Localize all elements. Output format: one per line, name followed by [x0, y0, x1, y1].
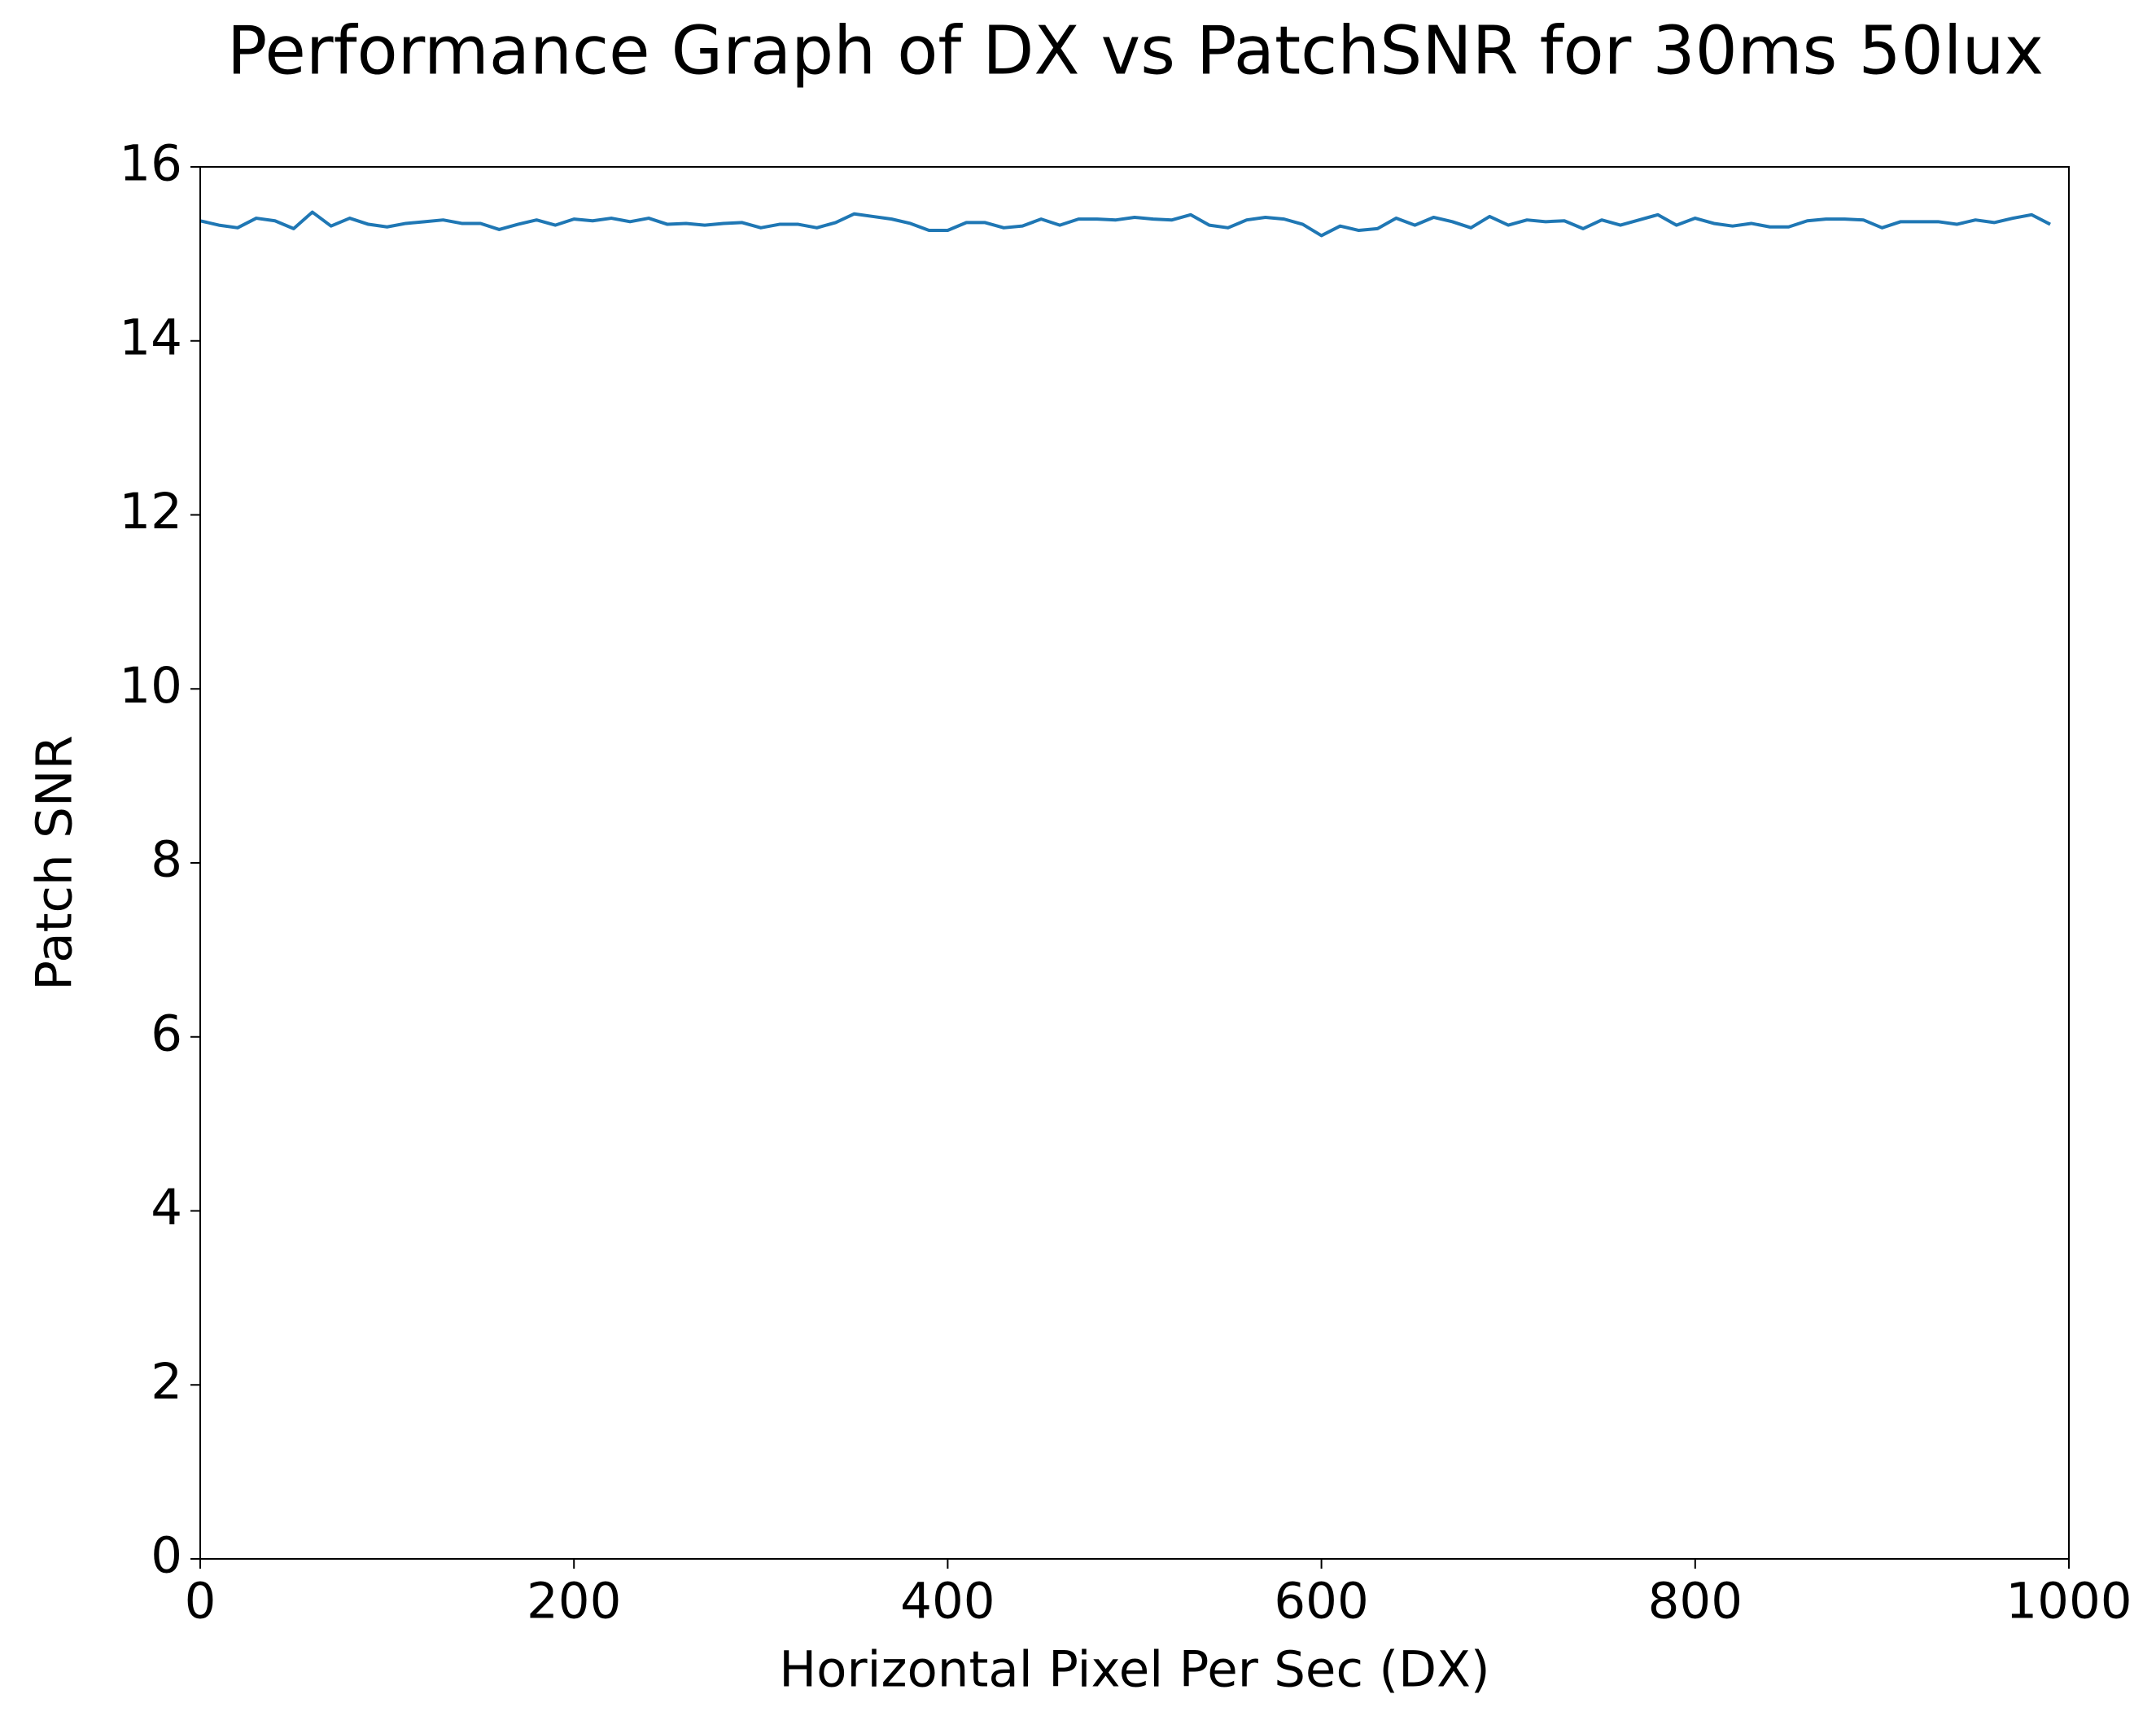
y-tick-label: 4 [151, 1179, 182, 1237]
y-tick-label: 10 [119, 657, 182, 715]
chart-title: Performance Graph of DX vs PatchSNR for … [227, 12, 2044, 90]
x-tick-label: 1000 [2005, 1573, 2132, 1631]
y-tick-label: 14 [119, 309, 182, 366]
y-axis-label: Patch SNR [26, 735, 84, 991]
y-tick-label: 0 [151, 1527, 182, 1585]
x-tick-label: 600 [1274, 1573, 1368, 1631]
x-axis-label: Horizontal Pixel Per Sec (DX) [779, 1641, 1489, 1699]
y-tick-label: 2 [151, 1353, 182, 1411]
x-tick-label: 200 [527, 1573, 621, 1631]
y-tick-label: 16 [119, 135, 182, 193]
data-line [199, 210, 2051, 238]
x-tick-label: 800 [1648, 1573, 1743, 1631]
x-tick-label: 400 [900, 1573, 995, 1631]
y-tick-label: 8 [151, 831, 182, 889]
plot-frame [199, 166, 2070, 1560]
x-tick-label: 0 [185, 1573, 216, 1631]
y-tick-label: 12 [119, 483, 182, 541]
y-tick-label: 6 [151, 1005, 182, 1062]
